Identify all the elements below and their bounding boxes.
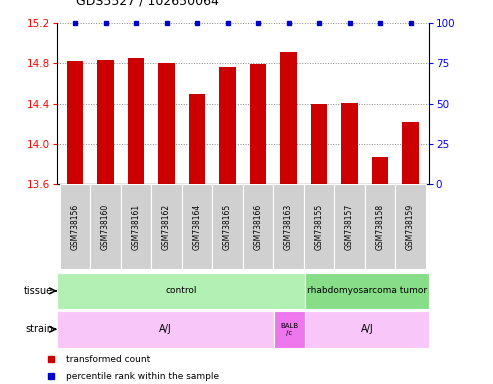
Text: A/J: A/J [360, 324, 373, 334]
Bar [304, 184, 334, 269]
Bar [365, 184, 395, 269]
Bar [97, 60, 114, 184]
Bar [395, 184, 426, 269]
Text: GSM738158: GSM738158 [376, 204, 385, 250]
Bar [280, 52, 297, 184]
Text: GSM738161: GSM738161 [132, 204, 141, 250]
Text: GSM738164: GSM738164 [193, 204, 202, 250]
Bar [341, 103, 358, 184]
Bar [212, 184, 243, 269]
Bar [311, 104, 327, 184]
Bar [402, 122, 419, 184]
Bar [60, 184, 90, 269]
Bar [189, 94, 206, 184]
Bar [151, 184, 182, 269]
Text: percentile rank within the sample: percentile rank within the sample [66, 372, 219, 381]
Text: GSM738166: GSM738166 [253, 204, 263, 250]
Text: GSM738156: GSM738156 [70, 204, 79, 250]
Text: GDS5527 / 102650064: GDS5527 / 102650064 [76, 0, 219, 8]
Text: GSM738159: GSM738159 [406, 204, 415, 250]
Bar [182, 184, 212, 269]
Text: GSM738160: GSM738160 [101, 204, 110, 250]
Bar [372, 157, 388, 184]
Bar [128, 58, 144, 184]
Bar [273, 184, 304, 269]
Bar [57, 311, 274, 348]
Bar [274, 311, 305, 348]
Text: GSM738155: GSM738155 [315, 204, 323, 250]
Bar [121, 184, 151, 269]
Text: control: control [165, 286, 197, 295]
Bar [334, 184, 365, 269]
Text: GSM738162: GSM738162 [162, 204, 171, 250]
Bar [249, 65, 266, 184]
Text: A/J: A/J [159, 324, 172, 334]
Bar [305, 311, 429, 348]
Text: GSM738165: GSM738165 [223, 204, 232, 250]
Bar [219, 68, 236, 184]
Bar [158, 63, 175, 184]
Bar [67, 61, 83, 184]
Text: strain: strain [25, 324, 53, 334]
Text: tissue: tissue [24, 286, 53, 296]
Bar [305, 273, 429, 309]
Text: GSM738163: GSM738163 [284, 204, 293, 250]
Bar [90, 184, 121, 269]
Bar [243, 184, 273, 269]
Text: BALB
/c: BALB /c [280, 323, 298, 336]
Text: GSM738157: GSM738157 [345, 204, 354, 250]
Bar [57, 273, 305, 309]
Text: rhabdomyosarcoma tumor: rhabdomyosarcoma tumor [307, 286, 427, 295]
Text: transformed count: transformed count [66, 354, 150, 364]
